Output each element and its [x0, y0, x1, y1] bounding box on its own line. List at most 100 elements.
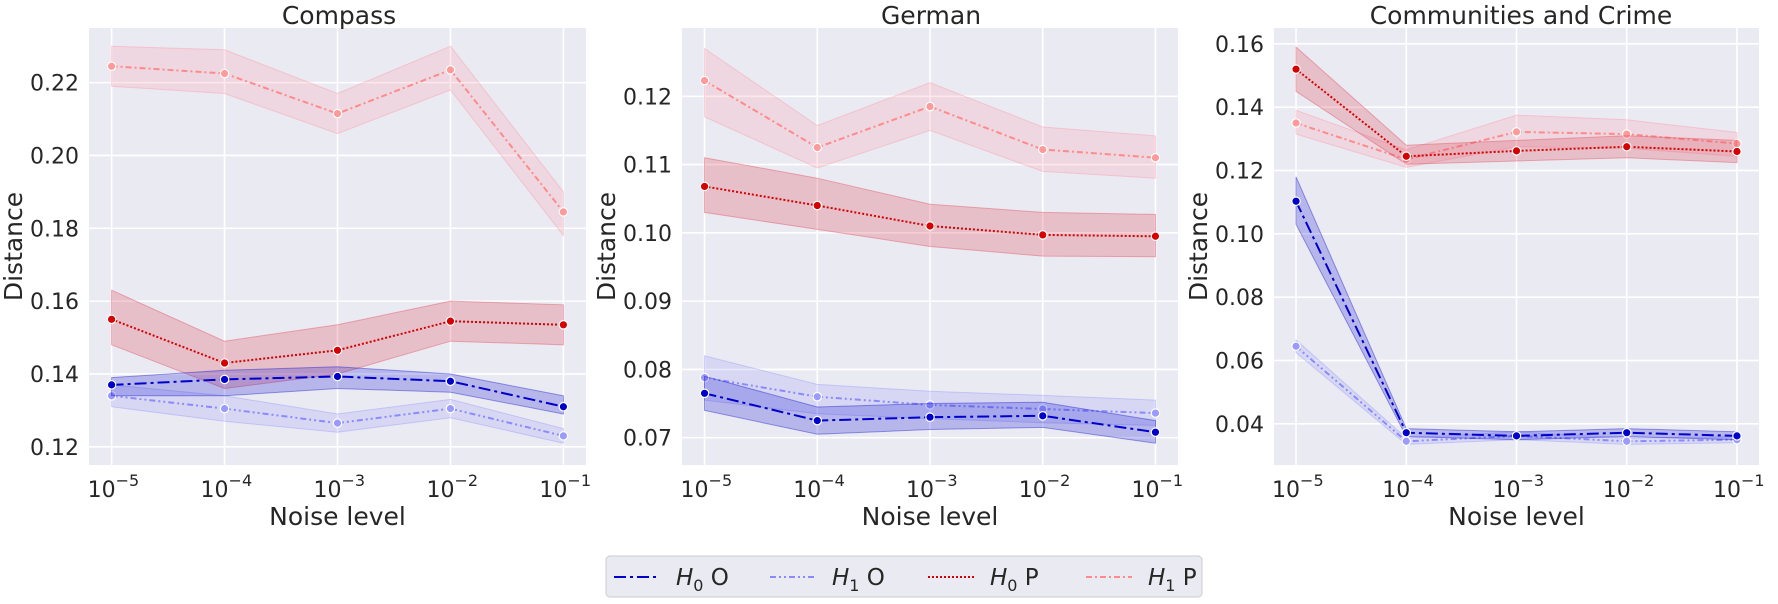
- y-tick-label: 0.12: [30, 436, 79, 461]
- series-line: [704, 392, 1156, 434]
- legend-label: H1 P: [1148, 565, 1197, 595]
- data-point: [1401, 427, 1412, 438]
- series-line: [111, 394, 564, 437]
- legend-box: [605, 555, 1203, 598]
- data-point: [1732, 146, 1742, 157]
- x-tick-label: 10−5: [1272, 471, 1324, 503]
- data-point: [1291, 118, 1301, 128]
- data-point: [812, 415, 823, 426]
- series-h1p: [699, 47, 1161, 179]
- y-tick-label: 0.20: [30, 144, 79, 169]
- y-tick-label: 0.09: [623, 290, 672, 315]
- legend-item-h0o: H0 O: [614, 565, 729, 595]
- data-point: [699, 181, 710, 192]
- data-point: [699, 75, 710, 86]
- y-tick-label: 0.11: [623, 154, 672, 179]
- data-point: [1150, 408, 1161, 418]
- x-tick-label: 10−3: [314, 471, 366, 503]
- x-axis-label: Noise level: [862, 502, 999, 531]
- data-point: [219, 374, 230, 385]
- y-tick-label: 0.08: [623, 358, 672, 383]
- data-point: [1037, 230, 1048, 240]
- data-point: [1621, 436, 1632, 447]
- legend-item-h0p: H0 P: [928, 565, 1039, 595]
- y-tick-label: 0.10: [623, 222, 672, 247]
- x-tick-label: 10−2: [1019, 471, 1071, 503]
- data-point: [812, 142, 823, 153]
- data-point: [925, 412, 935, 423]
- data-point: [925, 101, 935, 112]
- y-tick-label: 0.16: [30, 290, 79, 315]
- data-point: [1511, 431, 1522, 441]
- data-point: [1150, 427, 1161, 438]
- series-line: [111, 375, 564, 408]
- series-h0p: [699, 157, 1161, 258]
- x-tick-label: 10−1: [1131, 471, 1183, 503]
- data-point: [106, 314, 117, 325]
- y-axis-label: Distance: [0, 192, 28, 301]
- chart-title: Compass: [282, 1, 396, 30]
- series-line: [704, 376, 1156, 415]
- y-tick-label: 0.14: [30, 363, 79, 388]
- data-point: [699, 388, 710, 399]
- legend-item-h1p: H1 P: [1086, 565, 1197, 595]
- y-tick-label: 0.14: [1215, 96, 1264, 121]
- series-line: [1295, 200, 1738, 437]
- y-tick-label: 0.04: [1215, 413, 1264, 438]
- data-point: [1150, 152, 1161, 163]
- data-point: [1037, 144, 1048, 155]
- legend-label: H0 P: [990, 565, 1039, 595]
- data-point: [1621, 427, 1632, 438]
- series-h0o: [1291, 176, 1742, 441]
- x-tick-label: 10−5: [681, 471, 733, 503]
- x-tick-label: 10−1: [539, 471, 591, 503]
- data-point: [1621, 129, 1632, 139]
- series-h0p: [106, 289, 569, 390]
- data-point: [1291, 196, 1301, 207]
- y-tick-label: 0.18: [30, 217, 79, 242]
- legend-label: H1 O: [832, 565, 885, 595]
- y-tick-label: 0.06: [1215, 350, 1264, 375]
- chart-panel-1: 0.07 0.08 0.09 0.10 0.11 0.12 10−5 10−4 10−3 10−2…: [592, 1, 1183, 531]
- chart-title: German: [881, 1, 981, 30]
- data-point: [1037, 411, 1048, 421]
- data-point: [1732, 431, 1742, 441]
- legend-label: H0 O: [676, 565, 729, 595]
- data-point: [558, 431, 569, 441]
- series-h1o: [699, 355, 1161, 426]
- data-point: [699, 372, 710, 383]
- data-point: [219, 68, 230, 79]
- y-tick-label: 0.07: [623, 427, 672, 452]
- y-tick-label: 0.10: [1215, 223, 1264, 248]
- data-point: [445, 316, 456, 326]
- y-tick-label: 0.12: [1215, 160, 1264, 185]
- chart-title: Communities and Crime: [1370, 1, 1673, 30]
- x-tick-label: 10−3: [1493, 471, 1545, 503]
- data-point: [445, 65, 456, 75]
- data-point: [219, 403, 230, 414]
- x-axis-label: Noise level: [269, 502, 406, 531]
- x-tick-label: 10−2: [426, 471, 478, 503]
- series-h0p: [1291, 45, 1742, 165]
- y-tick-label: 0.16: [1215, 33, 1264, 58]
- x-tick-label: 10−3: [906, 471, 958, 503]
- data-point: [1511, 127, 1522, 137]
- chart-panel-0: 0.12 0.14 0.16 0.18 0.20 0.22 10−5 10−4 10−3 10−2…: [0, 1, 591, 531]
- data-point: [1401, 151, 1412, 162]
- x-tick-label: 10−4: [1382, 471, 1434, 503]
- data-point: [1291, 341, 1301, 352]
- series-line: [703, 79, 1156, 159]
- data-point: [925, 400, 935, 410]
- data-point: [558, 207, 569, 217]
- data-point: [1621, 141, 1632, 152]
- series-h0o: [699, 375, 1161, 444]
- data-point: [332, 418, 343, 428]
- data-point: [812, 391, 823, 402]
- confidence-band: [111, 45, 564, 238]
- data-point: [1401, 436, 1412, 447]
- x-tick-label: 10−1: [1713, 471, 1765, 503]
- series-line: [111, 318, 564, 365]
- y-axis-label: Distance: [1184, 192, 1213, 301]
- confidence-band: [111, 384, 564, 444]
